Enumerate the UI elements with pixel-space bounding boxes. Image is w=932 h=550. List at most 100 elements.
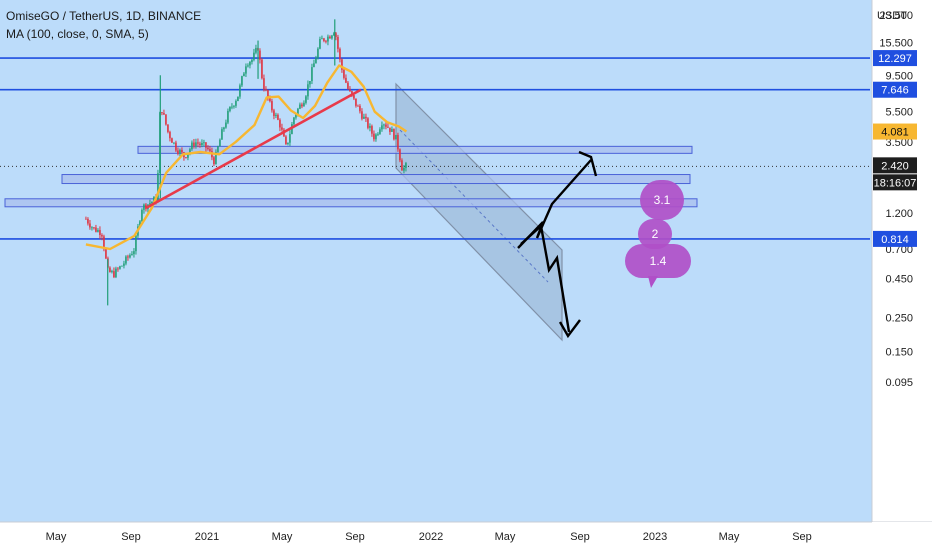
price-bar-body bbox=[143, 204, 145, 210]
price-bar-body bbox=[117, 268, 119, 270]
price-tag-label: 12.297 bbox=[878, 53, 912, 65]
price-bar-body bbox=[129, 255, 131, 258]
price-bar-body bbox=[265, 88, 267, 91]
price-bar-body bbox=[325, 40, 327, 42]
price-tag-box bbox=[873, 174, 917, 191]
price-bar-body bbox=[281, 127, 283, 130]
price-bar-body bbox=[403, 167, 405, 171]
time-tick-label: May bbox=[495, 531, 516, 543]
price-bar-body bbox=[321, 38, 323, 40]
price-bar-body bbox=[139, 221, 141, 227]
price-bar-body bbox=[371, 126, 373, 134]
price-bar-body bbox=[329, 36, 331, 39]
price-bar-body bbox=[357, 105, 359, 107]
price-bar-body bbox=[151, 201, 153, 204]
price-bar-body bbox=[349, 88, 351, 92]
price-bar-body bbox=[345, 77, 347, 83]
price-bar-body bbox=[247, 65, 249, 67]
price-bar-body bbox=[277, 114, 279, 120]
price-tick-label: 0.095 bbox=[885, 377, 913, 389]
callout-bubble bbox=[638, 219, 672, 249]
price-bar-body bbox=[295, 114, 297, 118]
price-bar-body bbox=[331, 35, 333, 39]
price-bar-body bbox=[395, 134, 397, 140]
price-bar-body bbox=[195, 142, 197, 146]
price-bar-body bbox=[101, 235, 103, 237]
price-bar-body bbox=[163, 113, 165, 115]
price-bar-body bbox=[251, 59, 253, 62]
price-bar-body bbox=[91, 227, 93, 229]
price-bar-body bbox=[373, 133, 375, 140]
price-bar-body bbox=[243, 73, 245, 77]
price-tag-label: 4.081 bbox=[881, 127, 909, 139]
price-bar-body bbox=[133, 251, 135, 255]
price-bar-body bbox=[377, 133, 379, 135]
price-bar-body bbox=[335, 33, 337, 37]
price-tick-label: 5.500 bbox=[885, 107, 913, 119]
price-bar-body bbox=[279, 119, 281, 128]
support-zone bbox=[4, 198, 698, 208]
price-bar-body bbox=[405, 163, 407, 168]
price-bar-body bbox=[215, 151, 217, 165]
price-bar-body bbox=[323, 38, 325, 41]
price-bar-body bbox=[95, 227, 97, 232]
price-bar-body bbox=[261, 59, 263, 79]
time-tick-label: 2022 bbox=[419, 531, 443, 543]
bullish-arrowhead bbox=[578, 150, 598, 177]
price-bar-body bbox=[245, 66, 247, 74]
price-bar-body bbox=[351, 91, 353, 96]
price-bar-body bbox=[145, 204, 147, 210]
time-tick-label: 2021 bbox=[195, 531, 219, 543]
price-tick-label: 0.700 bbox=[885, 244, 913, 256]
price-bar-body bbox=[313, 63, 315, 68]
price-bar-body bbox=[239, 85, 241, 97]
price-bar-body bbox=[263, 78, 265, 89]
price-bar-body bbox=[153, 197, 155, 202]
price-bar-body bbox=[189, 149, 191, 154]
price-bar-body bbox=[393, 129, 395, 140]
price-bar-body bbox=[273, 110, 275, 116]
price-tag-label: 0.814 bbox=[881, 234, 909, 246]
price-bar-body bbox=[341, 59, 343, 70]
price-bar-body bbox=[289, 134, 291, 143]
price-tick-label: 1.200 bbox=[885, 208, 913, 220]
price-bar-body bbox=[99, 230, 101, 236]
support-zone bbox=[61, 174, 691, 185]
price-bar-body bbox=[241, 76, 243, 86]
price-tick-label: 0.150 bbox=[885, 347, 913, 359]
price-bar-body bbox=[207, 147, 209, 150]
price-bar-body bbox=[87, 218, 89, 224]
price-bar-body bbox=[169, 131, 171, 139]
price-bar-body bbox=[177, 150, 179, 154]
price-bar-body bbox=[233, 105, 235, 107]
price-bar-body bbox=[227, 110, 229, 123]
axis-corner bbox=[872, 522, 932, 550]
price-bar-body bbox=[141, 209, 143, 222]
indicator-label: MA (100, close, 0, SMA, 5) bbox=[6, 27, 149, 41]
price-bar-body bbox=[333, 33, 335, 36]
price-bar-body bbox=[337, 36, 339, 49]
price-bar-body bbox=[219, 139, 221, 147]
price-bar-body bbox=[271, 101, 273, 111]
price-bar-body bbox=[259, 50, 261, 60]
price-bar-body bbox=[97, 230, 99, 232]
price-bar-body bbox=[109, 267, 111, 273]
price-tag-box bbox=[873, 230, 917, 247]
price-bar-body bbox=[285, 136, 287, 144]
price-bar-body bbox=[237, 96, 239, 101]
price-bar-body bbox=[287, 142, 289, 144]
bearish-arrowhead bbox=[558, 319, 581, 339]
price-bar-body bbox=[293, 117, 295, 125]
price-bar-body bbox=[387, 126, 389, 128]
moving-average-line bbox=[85, 64, 408, 251]
price-tag-label: 7.646 bbox=[881, 85, 909, 97]
price-bar-body bbox=[93, 227, 95, 229]
price-bar-body bbox=[369, 126, 371, 128]
price-tick-label: 0.250 bbox=[885, 313, 913, 325]
callout-bubble bbox=[625, 244, 691, 278]
price-tick-label: 9.500 bbox=[885, 70, 913, 82]
price-bar-body bbox=[199, 143, 201, 145]
price-bar-body bbox=[105, 249, 107, 259]
price-bar-body bbox=[267, 90, 269, 98]
